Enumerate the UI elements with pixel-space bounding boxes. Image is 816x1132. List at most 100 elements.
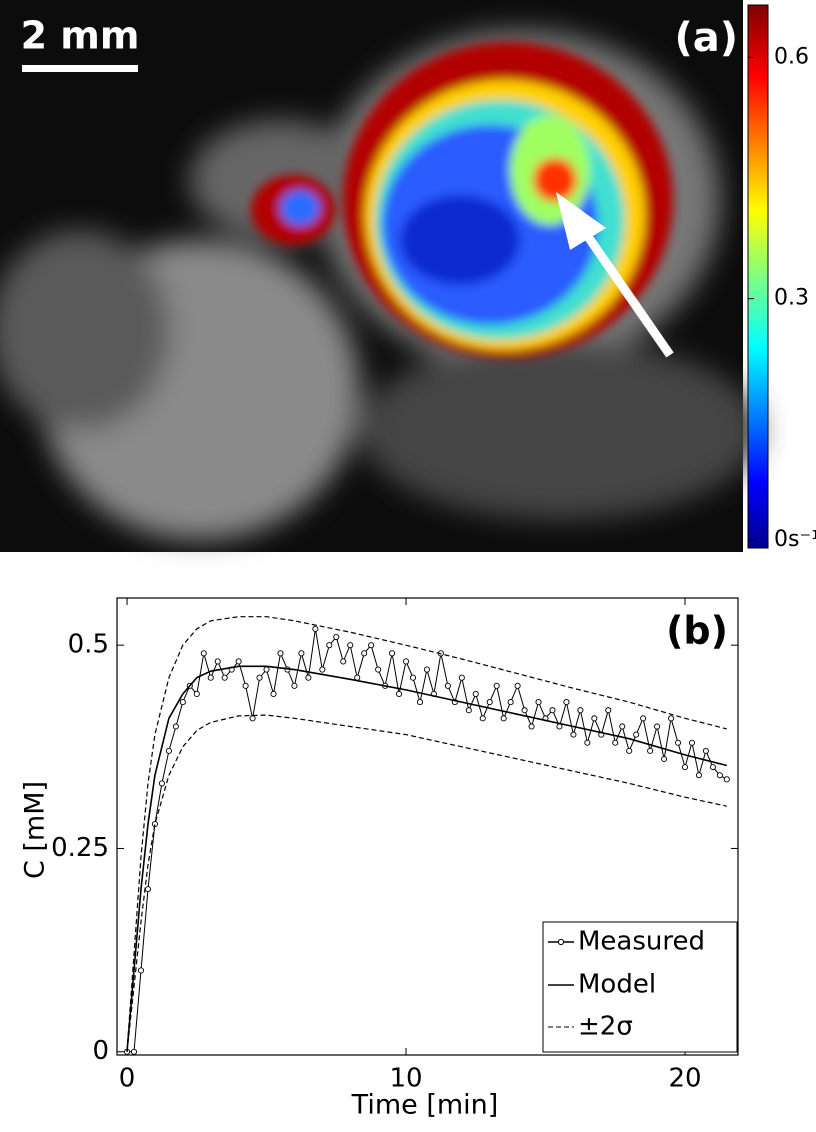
measured-point bbox=[361, 650, 368, 657]
measured-point bbox=[702, 747, 709, 754]
measured-point bbox=[716, 772, 723, 779]
measured-point bbox=[577, 707, 584, 714]
measured-point bbox=[326, 642, 333, 649]
y-tick-label: 0.25 bbox=[51, 833, 109, 863]
measured-point bbox=[570, 731, 577, 738]
scale-bar-label: 2 mm bbox=[21, 14, 140, 58]
measured-point bbox=[291, 682, 298, 689]
measured-point bbox=[688, 739, 696, 746]
measured-point bbox=[214, 658, 221, 665]
measured-point bbox=[193, 690, 200, 698]
measured-point bbox=[256, 674, 263, 681]
measured-point bbox=[242, 682, 249, 689]
measured-point bbox=[723, 776, 730, 783]
x-tick-label: 10 bbox=[389, 1064, 422, 1094]
measured-point bbox=[486, 699, 493, 706]
measured-point bbox=[472, 690, 479, 698]
legend-label: Model bbox=[578, 970, 656, 1000]
colorbar-tick-label: 0.6 bbox=[774, 44, 809, 69]
measured-point bbox=[144, 886, 152, 893]
y-axis-label: C [mM] bbox=[20, 781, 51, 879]
measured-point bbox=[277, 650, 284, 657]
measured-point bbox=[319, 666, 326, 673]
mri-image: 2 mm (a) bbox=[0, 0, 760, 552]
measured-point bbox=[172, 723, 179, 730]
measured-point bbox=[507, 699, 514, 706]
measured-point bbox=[591, 715, 598, 722]
measured-point bbox=[416, 699, 424, 706]
measured-point bbox=[563, 699, 570, 706]
measured-point bbox=[137, 967, 145, 974]
measured-point bbox=[333, 633, 340, 641]
x-axis-label: Time [min] bbox=[351, 1090, 499, 1121]
measured-point bbox=[633, 731, 640, 738]
measured-point bbox=[409, 674, 417, 681]
y-tick-label: 0 bbox=[92, 1036, 109, 1066]
plot-frame bbox=[116, 597, 739, 1056]
sigma-line bbox=[126, 714, 727, 1052]
measured-point bbox=[647, 747, 654, 754]
measured-point bbox=[619, 723, 626, 730]
sigma-line bbox=[126, 616, 727, 1052]
measured-point bbox=[500, 715, 507, 722]
measured-point bbox=[458, 674, 465, 681]
measured-point bbox=[444, 682, 451, 689]
measured-point bbox=[312, 625, 319, 632]
measured-point bbox=[158, 780, 165, 787]
measured-point bbox=[263, 666, 270, 673]
colorbar-tick-label: 0s⁻¹ bbox=[774, 527, 816, 552]
measured-point bbox=[270, 690, 277, 698]
measured-point bbox=[479, 715, 486, 722]
measured-point bbox=[535, 699, 542, 706]
measured-point bbox=[695, 772, 702, 779]
measured-point bbox=[340, 658, 347, 665]
measured-point bbox=[640, 715, 647, 722]
measured-point bbox=[584, 739, 591, 746]
measured-point bbox=[389, 650, 396, 657]
measured-point bbox=[661, 755, 668, 763]
measured-point bbox=[235, 658, 242, 665]
measured-point bbox=[681, 764, 689, 771]
x-tick-label: 20 bbox=[668, 1064, 701, 1094]
measured-point bbox=[305, 674, 312, 681]
measured-point bbox=[423, 666, 430, 673]
measured-point bbox=[654, 723, 661, 730]
measured-point bbox=[298, 650, 305, 657]
measured-point bbox=[200, 650, 207, 657]
measured-point bbox=[130, 1048, 138, 1055]
measured-point bbox=[709, 764, 716, 771]
y-tick-label: 0.5 bbox=[68, 630, 109, 660]
measured-point bbox=[493, 682, 500, 689]
measured-point bbox=[514, 682, 521, 689]
measured-point bbox=[347, 642, 354, 649]
measured-point bbox=[667, 715, 675, 722]
measured-point bbox=[368, 642, 375, 649]
measured-point bbox=[612, 739, 619, 746]
measured-point bbox=[674, 739, 682, 746]
legend-box bbox=[542, 921, 738, 1053]
legend-marker bbox=[557, 938, 565, 946]
measured-point bbox=[549, 707, 556, 714]
measured-point bbox=[249, 715, 256, 722]
measured-point bbox=[626, 747, 633, 754]
measured-point bbox=[521, 707, 528, 714]
measured-point bbox=[395, 690, 403, 698]
measured-point bbox=[465, 707, 472, 714]
measured-point bbox=[402, 658, 410, 665]
colorbar bbox=[747, 4, 769, 549]
colorbar-tick-label: 0.3 bbox=[774, 286, 809, 311]
measured-point bbox=[207, 674, 214, 681]
legend-label: ±2σ bbox=[578, 1012, 633, 1042]
measured-point bbox=[375, 666, 382, 673]
measured-point bbox=[605, 707, 612, 714]
measured-point bbox=[221, 674, 228, 681]
panel-label: (b) bbox=[666, 609, 728, 653]
measured-point bbox=[528, 723, 535, 730]
measured-point bbox=[179, 699, 186, 706]
panel-label: (a) bbox=[674, 15, 738, 61]
measured-point bbox=[165, 747, 172, 754]
model-line bbox=[126, 665, 727, 1052]
x-tick-label: 0 bbox=[119, 1064, 136, 1094]
